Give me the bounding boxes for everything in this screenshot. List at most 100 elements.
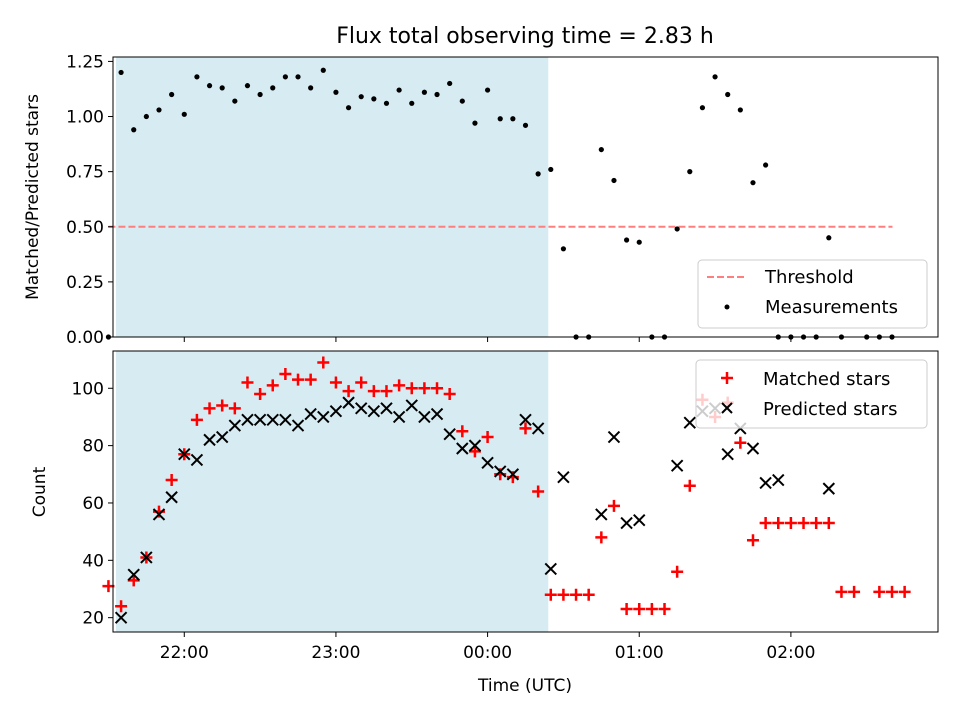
measurement-point [636,239,642,245]
legend-threshold-label: Threshold [764,267,854,288]
bottom-axes-frame [112,350,939,633]
predicted-star-point [114,611,128,624]
predicted-star-point [304,407,317,421]
top-x-ticks [183,337,792,342]
matched-star-point [734,436,747,449]
top-y-tick-label: 1.00 [66,108,104,128]
measurement-point [156,107,162,113]
matched-star-point [216,399,229,412]
matched-star-point [355,376,368,389]
measurement-point [598,146,604,153]
matched-star-point [304,373,317,386]
measurement-point [194,74,200,80]
bottom-legend: Matched stars Predicted stars [695,359,928,429]
top-y-tick-label: 0.00 [66,328,104,348]
predicted-star-point [620,516,633,530]
measurement-point [270,85,276,91]
measurement-point [409,100,415,106]
top-legend: Threshold Measurements [697,259,928,329]
matched-star-point [431,382,444,395]
matched-star-point [746,534,759,547]
measurement-point [358,94,364,100]
predicted-star-point [494,465,507,478]
predicted-star-point [152,508,166,521]
matched-star-point [468,445,481,458]
matched-star-point [380,385,393,398]
matched-star-point [759,517,772,530]
measurement-point [687,169,693,175]
predicted-star-point [443,427,456,441]
predicted-star-point [367,405,381,418]
legend-matched-label: Matched stars [763,369,890,390]
legend-matched-swatch [721,372,733,384]
measurement-point [333,89,339,95]
predicted-star-point [456,442,469,455]
matched-star-point [810,517,823,530]
predicted-star-point [291,419,305,432]
predicted-star-point [544,562,557,576]
predicted-star-point [683,416,696,429]
predicted-star-point [430,407,444,421]
predicted-star-point [468,439,482,452]
predicted-star-point [405,399,418,412]
matched-star-point [519,422,532,435]
predicted-stars-points [114,396,836,624]
matched-star-point [329,376,342,389]
matched-star-point [683,479,696,492]
matched-star-point [570,588,583,601]
measurement-point [118,69,124,76]
predicted-star-point [253,413,267,427]
matched-star-point [607,499,620,512]
predicted-star-point [481,456,494,470]
top-y-tick-label: 0.25 [66,273,104,293]
matched-star-point [228,402,241,415]
predicted-star-point [279,413,292,427]
matched-star-point [456,425,469,438]
predicted-star-point [595,508,608,521]
measurement-point [244,83,251,89]
predicted-star-point [266,413,279,427]
bottom-x-tick-label: 02:00 [766,643,815,663]
bottom-y-tick-label: 100 [72,379,104,399]
bottom-x-ticks: 22:00 23:00 00:00 01:00 02:00 [160,632,815,663]
measurement-point [510,116,516,122]
measurement-point [750,180,756,186]
measurement-point [181,111,187,117]
top-highlight-span [116,57,549,337]
matched-star-point [557,588,570,601]
bottom-y-axis-label: Count [30,466,50,517]
measurement-point [345,105,352,111]
measurement-point [396,87,402,93]
predicted-star-point [228,419,242,432]
predicted-star-point [127,568,140,581]
measurement-point [206,83,213,89]
predicted-star-point [329,405,343,418]
matched-star-point [279,367,292,380]
measurement-point [447,80,453,87]
predicted-star-point [557,470,570,484]
measurement-point [725,91,731,98]
bottom-y-tick-label: 40 [82,551,104,571]
predicted-star-point [203,433,216,447]
measurement-point [308,85,314,91]
matched-star-point [254,388,267,401]
bottom-y-tick-label: 20 [82,609,104,629]
predicted-star-point [519,413,532,427]
matched-star-point [595,531,608,544]
bottom-highlight-span [116,351,549,632]
top-chart-title: Flux total observing time = 2.83 h [336,24,714,49]
matched-star-point [115,600,128,613]
predicted-star-point [746,442,760,455]
predicted-star-point [241,413,254,427]
measurement-point [434,91,440,98]
matched-star-point [481,431,494,444]
measurement-point [674,226,680,232]
measurement-point [421,89,427,95]
matched-star-point [582,588,595,601]
bottom-x-tick-label: 23:00 [311,643,360,663]
measurement-point [459,98,465,104]
predicted-star-point [342,396,355,409]
top-y-tick-label: 1.25 [66,52,104,72]
legend-measurements-label: Measurements [765,297,898,318]
